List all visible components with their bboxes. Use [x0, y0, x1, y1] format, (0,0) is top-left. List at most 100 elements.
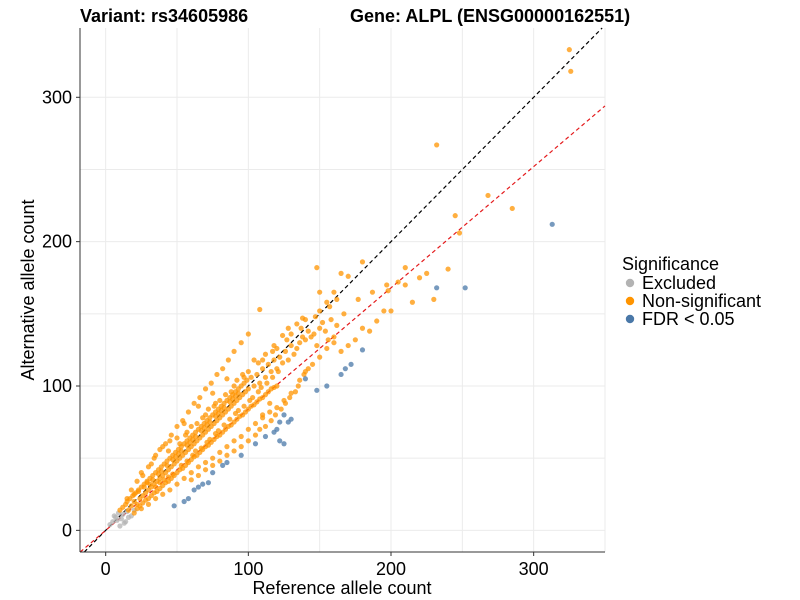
point-non-significant: [258, 384, 264, 391]
y-axis-title: Alternative allele count: [18, 199, 38, 380]
point-non-significant: [251, 357, 257, 363]
point-non-significant: [195, 403, 202, 409]
point-non-significant: [222, 392, 229, 398]
point-non-significant: [402, 282, 408, 288]
point-non-significant: [245, 368, 251, 375]
point-non-significant: [409, 299, 416, 305]
point-fdr-0-05: [281, 412, 287, 418]
point-fdr-0-05: [191, 487, 197, 493]
point-fdr-0-05: [277, 438, 283, 444]
point-excluded: [117, 523, 123, 529]
point-non-significant: [150, 477, 156, 483]
point-fdr-0-05: [205, 480, 211, 486]
point-non-significant: [284, 337, 290, 343]
point-non-significant: [158, 468, 164, 474]
point-non-significant: [385, 288, 391, 294]
point-non-significant: [298, 325, 304, 331]
x-tick-label: 200: [376, 559, 406, 579]
point-excluded: [113, 514, 119, 520]
data-points: [107, 47, 574, 529]
point-non-significant: [285, 357, 291, 363]
point-non-significant: [205, 406, 211, 412]
point-non-significant: [188, 423, 194, 430]
point-non-significant: [182, 432, 189, 438]
point-non-significant: [153, 495, 159, 502]
point-non-significant: [262, 351, 269, 357]
point-non-significant: [314, 342, 320, 349]
point-non-significant: [153, 452, 159, 458]
chart-title: Variant: rs34605986 Gene: ALPL (ENSG0000…: [80, 6, 630, 26]
point-non-significant: [566, 47, 572, 53]
point-non-significant: [202, 459, 209, 466]
point-non-significant: [224, 452, 230, 458]
point-fdr-0-05: [338, 371, 344, 378]
point-non-significant: [231, 383, 237, 389]
point-non-significant: [141, 484, 147, 490]
point-non-significant: [322, 328, 328, 334]
point-non-significant: [317, 325, 323, 331]
point-non-significant: [240, 371, 246, 378]
point-non-significant: [252, 420, 259, 427]
point-non-significant: [254, 371, 260, 378]
point-non-significant: [245, 426, 251, 432]
point-non-significant: [255, 389, 261, 395]
point-non-significant: [188, 477, 194, 483]
point-non-significant: [485, 192, 491, 199]
point-fdr-0-05: [348, 361, 354, 367]
point-non-significant: [314, 265, 320, 271]
legend: Significance ExcludedNon-significantFDR …: [622, 254, 761, 329]
point-non-significant: [359, 325, 366, 331]
point-non-significant: [294, 345, 300, 352]
point-non-significant: [338, 270, 344, 276]
point-non-significant: [271, 357, 277, 363]
point-non-significant: [231, 348, 237, 354]
legend-key-fdr-0-05: [625, 314, 635, 324]
point-non-significant: [269, 348, 276, 354]
point-non-significant: [207, 436, 213, 443]
point-non-significant: [245, 438, 251, 444]
point-non-significant: [302, 337, 309, 343]
point-non-significant: [292, 389, 299, 395]
point-non-significant: [431, 296, 437, 302]
point-non-significant: [128, 487, 134, 493]
point-non-significant: [271, 342, 277, 349]
point-non-significant: [285, 325, 291, 331]
point-non-significant: [192, 448, 199, 454]
point-non-significant: [434, 142, 440, 148]
point-non-significant: [359, 259, 366, 265]
point-non-significant: [214, 371, 220, 378]
y-tick-label: 100: [42, 376, 72, 396]
point-non-significant: [231, 448, 237, 454]
x-tick-label: 100: [233, 559, 263, 579]
point-non-significant: [311, 331, 317, 337]
point-fdr-0-05: [238, 452, 244, 458]
legend-key-excluded: [625, 278, 635, 288]
point-non-significant: [197, 394, 203, 401]
point-fdr-0-05: [185, 495, 192, 502]
point-non-significant: [210, 455, 216, 461]
point-non-significant: [250, 394, 256, 401]
legend-title: Significance: [622, 254, 719, 274]
point-non-significant: [160, 444, 166, 450]
point-non-significant: [181, 420, 187, 427]
point-non-significant: [317, 354, 323, 360]
point-non-significant: [388, 308, 394, 314]
point-non-significant: [278, 406, 284, 412]
point-non-significant: [331, 289, 337, 295]
point-non-significant: [220, 366, 226, 372]
point-non-significant: [282, 348, 289, 354]
point-non-significant: [161, 477, 167, 483]
point-non-significant: [167, 487, 173, 493]
point-non-significant: [509, 205, 515, 212]
point-non-significant: [352, 337, 358, 343]
point-non-significant: [192, 433, 199, 440]
axis-ticks: 0 100 200 300 0 100 200 300: [42, 87, 549, 579]
point-non-significant: [269, 374, 276, 380]
point-non-significant: [345, 273, 351, 279]
point-non-significant: [191, 400, 197, 406]
point-non-significant: [287, 394, 293, 401]
x-tick-label: 0: [101, 559, 111, 579]
point-non-significant: [369, 289, 376, 295]
point-non-significant: [255, 360, 261, 366]
point-non-significant: [299, 315, 306, 321]
